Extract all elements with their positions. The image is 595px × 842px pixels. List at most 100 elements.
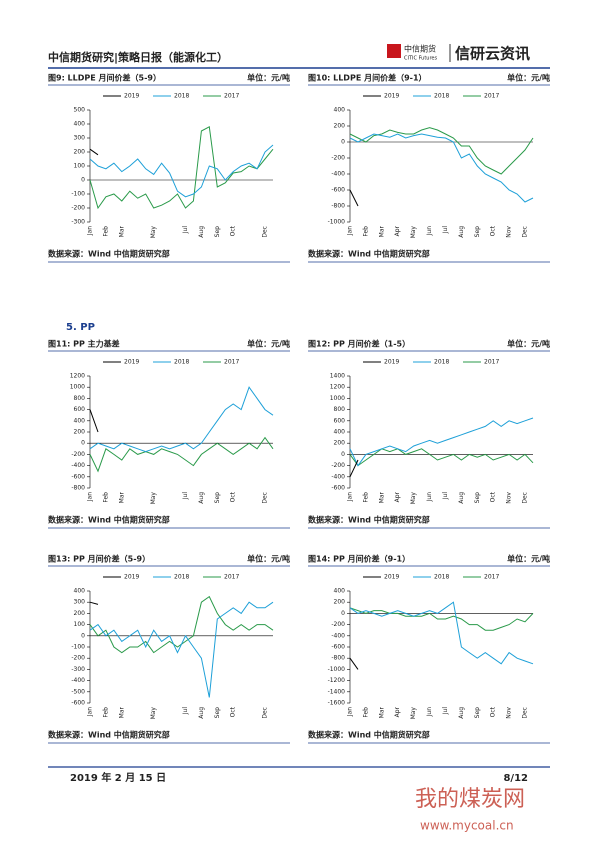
y-tick-label: 0 xyxy=(341,451,345,458)
y-tick-label: -200 xyxy=(71,655,85,662)
x-tick-label: Mar xyxy=(378,706,385,718)
y-tick-label: -600 xyxy=(71,700,85,707)
chart-title: 图13: PP 月间价差（5-9） xyxy=(48,554,150,564)
x-tick-label: May xyxy=(410,707,417,720)
y-tick-label: -400 xyxy=(331,473,345,480)
x-tick-label: May xyxy=(150,492,157,505)
chart-source: 数据来源：Wind 中信期货研究部 xyxy=(308,249,430,259)
x-tick-label: Jun xyxy=(426,226,433,237)
y-tick-label: -1600 xyxy=(328,700,346,707)
y-tick-label: 1200 xyxy=(330,384,345,391)
legend-label: 2018 xyxy=(434,359,449,366)
y-tick-label: 1000 xyxy=(70,384,85,391)
y-tick-label: -400 xyxy=(71,677,85,684)
x-tick-label: May xyxy=(410,492,417,505)
brand: 信研云资讯 xyxy=(455,45,530,63)
legend-label: 2018 xyxy=(174,574,189,581)
legend-label: 2019 xyxy=(124,93,139,100)
x-tick-label: Sep xyxy=(474,226,481,238)
y-tick-label: 0 xyxy=(81,177,85,184)
series-line xyxy=(349,601,534,665)
legend-label: 2018 xyxy=(434,93,449,100)
chart-unit: 单位：元/吨 xyxy=(247,554,290,564)
y-tick-label: 0 xyxy=(81,440,85,447)
series-line xyxy=(349,133,534,203)
legend-label: 2019 xyxy=(384,574,399,581)
x-tick-label: Jan xyxy=(347,492,354,502)
chart-title: 图9: LLDPE 月间价差（5-9） xyxy=(48,73,161,83)
logo-cn: 中信期货 xyxy=(404,44,436,54)
y-tick-label: -800 xyxy=(331,203,345,210)
x-tick-label: Jan xyxy=(347,226,354,236)
y-tick-label: -600 xyxy=(331,644,345,651)
x-tick-label: Sep xyxy=(474,492,481,504)
y-tick-label: -500 xyxy=(71,688,85,695)
x-tick-label: Oct xyxy=(230,225,237,236)
x-tick-label: May xyxy=(410,226,417,239)
x-tick-label: May xyxy=(150,707,157,720)
chart-title: 图14: PP 月间价差（9-1） xyxy=(308,554,410,564)
y-tick-label: -600 xyxy=(71,473,85,480)
series-line xyxy=(89,386,274,453)
y-tick-label: 300 xyxy=(74,135,86,142)
y-tick-label: 200 xyxy=(334,599,346,606)
x-tick-label: Feb xyxy=(102,492,109,503)
chart-source: 数据来源：Wind 中信期货研究部 xyxy=(48,515,170,525)
y-tick-label: -1200 xyxy=(328,677,346,684)
series-line xyxy=(349,459,359,478)
y-tick-label: 0 xyxy=(341,610,345,617)
x-tick-label: Jan xyxy=(87,492,94,502)
y-tick-label: 600 xyxy=(74,406,86,413)
y-tick-label: 400 xyxy=(74,588,86,595)
y-tick-label: -200 xyxy=(71,451,85,458)
x-tick-label: Mar xyxy=(378,225,385,237)
y-tick-label: 500 xyxy=(74,107,86,114)
x-tick-label: Sep xyxy=(214,707,221,719)
y-tick-label: 1000 xyxy=(330,395,345,402)
section-title: 5. PP xyxy=(66,322,95,333)
x-tick-label: Oct xyxy=(490,225,497,236)
x-tick-label: Nov xyxy=(506,226,513,238)
y-tick-label: 0 xyxy=(341,139,345,146)
y-tick-label: 200 xyxy=(74,149,86,156)
series-line xyxy=(349,607,534,631)
y-tick-label: 400 xyxy=(334,429,346,436)
legend-label: 2018 xyxy=(174,359,189,366)
chart-source: 数据来源：Wind 中信期货研究部 xyxy=(48,249,170,259)
series-line xyxy=(349,448,534,467)
x-tick-label: Aug xyxy=(458,707,465,719)
y-tick-label: -1000 xyxy=(328,219,346,226)
series-line xyxy=(89,601,274,698)
y-tick-label: -400 xyxy=(331,171,345,178)
chart-source: 数据来源：Wind 中信期货研究部 xyxy=(308,515,430,525)
y-tick-label: -200 xyxy=(331,462,345,469)
y-tick-label: -300 xyxy=(71,219,85,226)
y-tick-label: -1400 xyxy=(328,688,346,695)
x-tick-label: Nov xyxy=(506,707,513,719)
series-line xyxy=(89,436,274,473)
x-tick-label: Jul xyxy=(442,226,449,235)
series-line xyxy=(349,127,534,175)
chart-title: 图10: LLDPE 月间价差（9-1） xyxy=(308,73,427,83)
y-tick-label: -100 xyxy=(71,191,85,198)
chart-source: 数据来源：Wind 中信期货研究部 xyxy=(48,730,170,740)
chart-unit: 单位：元/吨 xyxy=(507,73,550,83)
y-tick-label: -400 xyxy=(331,632,345,639)
x-tick-label: Feb xyxy=(362,707,369,718)
series-line xyxy=(89,144,274,198)
footer-date: 2019 年 2 月 15 日 xyxy=(70,771,166,784)
chart-unit: 单位：元/吨 xyxy=(507,554,550,564)
y-tick-label: 800 xyxy=(334,406,346,413)
x-tick-label: Aug xyxy=(198,226,205,238)
x-tick-label: Jan xyxy=(87,226,94,236)
y-tick-label: 400 xyxy=(74,417,86,424)
x-tick-label: Jul xyxy=(442,707,449,716)
x-tick-label: Aug xyxy=(458,492,465,504)
x-tick-label: Feb xyxy=(362,226,369,237)
legend-label: 2017 xyxy=(224,93,239,100)
watermark-name: 我的煤炭网 xyxy=(415,787,525,812)
series-line xyxy=(89,148,99,156)
logo-en: CITIC Futures xyxy=(404,56,437,62)
series-line xyxy=(349,189,359,207)
x-tick-label: Feb xyxy=(102,226,109,237)
